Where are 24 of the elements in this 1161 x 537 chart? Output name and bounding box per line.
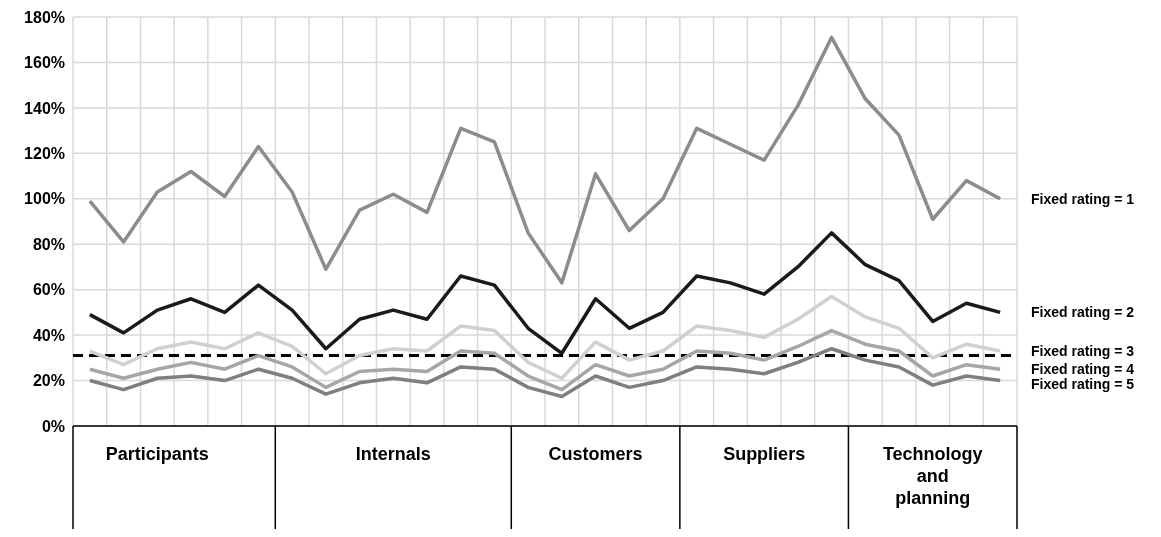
y-tick-label: 40%: [32, 326, 65, 344]
text: Fixed rating = 2: [1031, 304, 1135, 321]
y-tick-label: 0%: [41, 417, 65, 435]
y-tick-label: 60%: [32, 281, 65, 299]
line-series: [88, 328, 1002, 392]
x-tick-label: Customers: [548, 444, 643, 464]
text: Fixed rating = 1: [1031, 190, 1135, 207]
y-tick-label: 100%: [24, 190, 65, 208]
line-series: [88, 346, 1002, 399]
y-tick-label: 20%: [32, 372, 65, 390]
text: Fixed rating = 4: [1031, 361, 1135, 378]
line-series: [88, 231, 1002, 356]
x-tick-label: Internals: [355, 444, 431, 464]
y-tick-label: 160%: [24, 54, 65, 72]
x-tick-label: Participants: [105, 444, 209, 464]
line-series: [88, 35, 1002, 285]
x-tick-label: Suppliers: [723, 444, 806, 464]
x-tick-label: Technology and planning: [882, 444, 983, 508]
text: Fixed rating = 3: [1031, 343, 1135, 360]
y-tick-label: 180%: [24, 8, 65, 26]
y-tick-label: 120%: [24, 145, 65, 163]
y-tick-label: 80%: [32, 235, 65, 253]
text: Fixed rating = 5: [1031, 376, 1135, 393]
y-tick-label: 140%: [24, 99, 65, 117]
